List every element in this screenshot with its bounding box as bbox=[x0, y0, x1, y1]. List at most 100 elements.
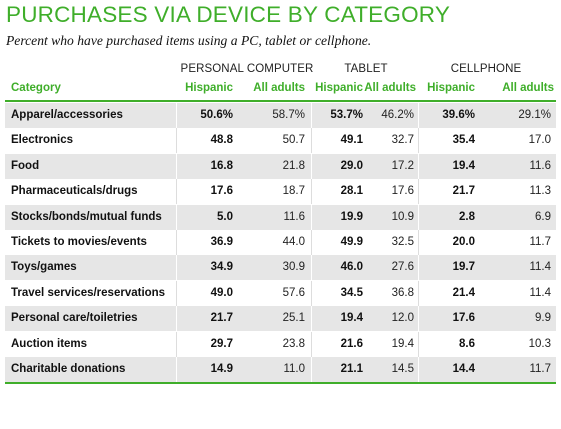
row-category-label: Tickets to movies/events bbox=[11, 236, 147, 248]
cell-cell-all-adults: 17.0 bbox=[528, 134, 551, 147]
cell-pc-all-adults: 30.9 bbox=[282, 261, 305, 274]
cell-tablet-hispanic: 46.0 bbox=[340, 261, 363, 274]
cell-pc-all-adults: 21.8 bbox=[282, 159, 305, 172]
cell-pc-all-adults: 23.8 bbox=[282, 337, 305, 350]
column-separator bbox=[311, 255, 312, 281]
cell-tablet-all-adults: 12.0 bbox=[391, 312, 414, 325]
cell-cell-hispanic: 19.4 bbox=[452, 159, 475, 172]
cell-pc-hispanic: 16.8 bbox=[210, 159, 233, 172]
column-separator bbox=[418, 179, 419, 205]
header-divider bbox=[5, 100, 556, 102]
column-separator bbox=[176, 153, 177, 179]
row-category-label: Charitable donations bbox=[11, 363, 126, 375]
cell-cell-all-adults: 29.1% bbox=[518, 109, 551, 121]
cell-tablet-hispanic: 19.4 bbox=[340, 312, 363, 325]
column-separator bbox=[418, 128, 419, 154]
column-header-pc-hispanic: Hispanic bbox=[185, 82, 233, 94]
cell-cell-hispanic: 21.4 bbox=[452, 286, 475, 299]
table-row: Travel services/reservations 49.0 57.6 34.5… bbox=[5, 280, 556, 306]
cell-tablet-all-adults: 32.5 bbox=[391, 236, 414, 248]
row-category-label: Pharmaceuticals/drugs bbox=[11, 185, 138, 198]
cell-pc-hispanic: 14.9 bbox=[210, 363, 233, 375]
column-separator bbox=[418, 230, 419, 255]
cell-tablet-all-adults: 46.2% bbox=[381, 109, 414, 121]
cell-pc-hispanic: 17.6 bbox=[210, 185, 233, 198]
table-row: Pharmaceuticals/drugs 17.6 18.7 28.1 17.6 21.… bbox=[5, 179, 556, 205]
cell-pc-hispanic: 50.6% bbox=[200, 109, 233, 121]
column-separator bbox=[418, 153, 419, 179]
cell-cell-all-adults: 9.9 bbox=[535, 312, 551, 325]
cell-pc-all-adults: 11.0 bbox=[283, 363, 305, 375]
column-separator bbox=[418, 103, 419, 128]
cell-cell-all-adults: 11.7 bbox=[529, 236, 551, 248]
row-category-label: Personal care/toiletries bbox=[11, 312, 138, 325]
cell-pc-all-adults: 58.7% bbox=[272, 109, 305, 121]
column-separator bbox=[311, 357, 312, 382]
cell-pc-hispanic: 5.0 bbox=[217, 210, 233, 223]
row-category-label: Auction items bbox=[11, 337, 88, 350]
row-category-label: Stocks/bonds/mutual funds bbox=[11, 210, 162, 223]
cell-tablet-all-adults: 14.5 bbox=[391, 363, 414, 375]
column-separator bbox=[418, 204, 419, 230]
table-row: Personal care/toiletries 21.7 25.1 19.4 12.0… bbox=[5, 306, 556, 332]
table-row: Tickets to movies/events 36.9 44.0 49.9 32.5… bbox=[5, 230, 556, 255]
column-separator bbox=[176, 255, 177, 281]
column-separator bbox=[176, 230, 177, 255]
column-separator bbox=[418, 280, 419, 306]
table-row: Electronics 48.8 50.7 49.1 32.7 35.4 17.0 bbox=[5, 128, 556, 154]
cell-pc-hispanic: 36.9 bbox=[210, 236, 233, 248]
row-category-label: Food bbox=[11, 159, 40, 172]
cell-tablet-all-adults: 10.9 bbox=[391, 210, 414, 223]
column-separator bbox=[176, 128, 177, 154]
cell-tablet-hispanic: 49.1 bbox=[340, 134, 363, 147]
table-row: Stocks/bonds/mutual funds 5.0 11.6 19.9 10.9… bbox=[5, 204, 556, 230]
cell-cell-hispanic: 21.7 bbox=[452, 185, 475, 198]
cell-cell-hispanic: 8.6 bbox=[459, 337, 475, 350]
cell-cell-hispanic: 39.6% bbox=[442, 109, 475, 121]
cell-cell-all-adults: 11.7 bbox=[529, 363, 551, 375]
cell-pc-hispanic: 34.9 bbox=[210, 261, 233, 274]
table-row: Apparel/accessories 50.6% 58.7% 53.7% 46.2% 3… bbox=[5, 103, 556, 128]
column-separator bbox=[311, 204, 312, 230]
cell-cell-all-adults: 10.3 bbox=[528, 337, 551, 350]
cell-cell-hispanic: 2.8 bbox=[459, 210, 475, 223]
cell-cell-all-adults: 11.3 bbox=[529, 185, 551, 198]
column-header-cell-all-adults: All adults bbox=[502, 82, 554, 94]
column-header-pc-all-adults: All adults bbox=[253, 82, 305, 94]
column-separator bbox=[311, 128, 312, 154]
cell-cell-all-adults: 11.6 bbox=[529, 159, 551, 172]
cell-tablet-hispanic: 21.6 bbox=[340, 337, 363, 350]
cell-cell-hispanic: 35.4 bbox=[452, 134, 475, 147]
cell-tablet-hispanic: 29.0 bbox=[340, 159, 363, 172]
cell-pc-hispanic: 48.8 bbox=[210, 134, 233, 147]
chart-subtitle: Percent who have purchased items using a… bbox=[6, 33, 372, 48]
column-separator bbox=[311, 179, 312, 205]
cell-cell-hispanic: 14.4 bbox=[452, 363, 475, 375]
cell-cell-hispanic: 20.0 bbox=[452, 236, 475, 248]
cell-tablet-all-adults: 17.2 bbox=[391, 159, 414, 172]
group-header-cellphone: CELLPHONE bbox=[450, 63, 522, 75]
cell-tablet-all-adults: 19.4 bbox=[391, 337, 414, 350]
column-separator bbox=[418, 255, 419, 281]
column-header-tablet-hispanic: Hispanic bbox=[315, 82, 363, 94]
column-separator bbox=[418, 306, 419, 332]
cell-pc-all-adults: 50.7 bbox=[282, 134, 305, 147]
cell-tablet-all-adults: 32.7 bbox=[391, 134, 414, 147]
column-separator bbox=[311, 331, 312, 357]
column-separator bbox=[418, 331, 419, 357]
column-separator bbox=[418, 357, 419, 382]
column-separator bbox=[176, 103, 177, 128]
cell-tablet-hispanic: 53.7% bbox=[330, 109, 363, 121]
cell-tablet-hispanic: 49.9 bbox=[340, 236, 363, 248]
cell-tablet-hispanic: 34.5 bbox=[340, 286, 363, 299]
column-separator bbox=[176, 179, 177, 205]
cell-tablet-hispanic: 28.1 bbox=[340, 185, 363, 198]
chart-title: PURCHASES VIA DEVICE BY CATEGORY bbox=[6, 2, 451, 27]
cell-cell-hispanic: 19.7 bbox=[452, 261, 475, 274]
cell-tablet-all-adults: 17.6 bbox=[391, 185, 414, 198]
column-separator bbox=[311, 153, 312, 179]
cell-pc-hispanic: 49.0 bbox=[210, 286, 233, 299]
column-separator bbox=[176, 204, 177, 230]
cell-cell-all-adults: 11.4 bbox=[529, 286, 551, 299]
cell-pc-hispanic: 29.7 bbox=[210, 337, 233, 350]
